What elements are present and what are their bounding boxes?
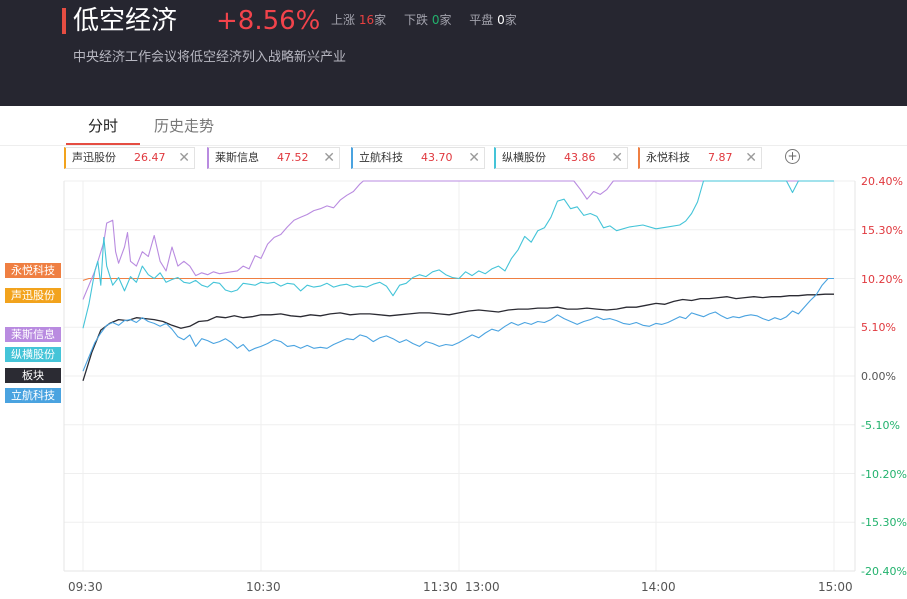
y-tick-label: 0.00% — [861, 370, 896, 383]
y-tick-label: 20.40% — [861, 175, 903, 188]
active-tab-underline — [66, 143, 140, 145]
y-tick-label: -5.10% — [861, 418, 900, 432]
stock-chip-name: 莱斯信息 — [215, 151, 259, 164]
y-tick-label: -10.20% — [861, 467, 907, 481]
series-side-label: 立航科技 — [5, 388, 61, 403]
series-line — [82, 180, 834, 300]
down-label: 下跌 — [403, 13, 428, 27]
close-icon[interactable]: ✕ — [611, 150, 623, 166]
title-accent-bar — [62, 8, 66, 34]
y-tick-label: 15.30% — [861, 223, 903, 237]
chart-series — [82, 180, 834, 381]
series-line — [82, 293, 834, 381]
series-side-label: 声迅股份 — [5, 288, 61, 303]
y-tick-label: -15.30% — [861, 516, 907, 530]
series-line — [82, 277, 834, 372]
x-tick-label: 14:00 — [641, 580, 676, 594]
close-icon[interactable]: ✕ — [178, 150, 190, 166]
sector-title: 低空经济 — [73, 6, 178, 36]
up-unit: 家 — [374, 13, 387, 27]
stock-chip-price: 43.86 — [564, 151, 596, 164]
stock-chip[interactable]: 声迅股份 26.47 ✕ — [64, 147, 195, 169]
down-count: 0 — [431, 13, 440, 27]
y-tick-label: 5.10% — [861, 321, 896, 335]
series-side-label: 永悦科技 — [5, 263, 61, 278]
sector-change-pct: +8.56% — [216, 6, 321, 36]
close-icon[interactable]: ✕ — [745, 150, 757, 166]
stock-chip-price: 47.52 — [277, 151, 309, 164]
stock-chip-price: 7.87 — [708, 151, 733, 164]
x-tick-label: 11:30 — [423, 580, 458, 594]
x-tick-label: 09:30 — [68, 580, 103, 594]
sector-subtitle: 中央经济工作会议将低空经济列入战略新兴产业 — [73, 50, 347, 65]
series-side-label: 莱斯信息 — [5, 327, 61, 342]
stock-chip-name: 声迅股份 — [72, 151, 116, 164]
tab-intraday[interactable]: 分时 — [88, 117, 119, 135]
tab-history[interactable]: 历史走势 — [154, 117, 215, 135]
up-label: 上涨 — [331, 13, 356, 27]
y-tick-label: -20.40% — [861, 565, 907, 578]
up-count: 16 — [358, 13, 375, 27]
stock-chip-name: 立航科技 — [359, 151, 403, 164]
add-stock-icon[interactable]: + — [785, 149, 800, 164]
stock-chip-name: 永悦科技 — [646, 151, 690, 164]
stock-chip[interactable]: 莱斯信息 47.52 ✕ — [207, 147, 340, 169]
header-bar — [0, 0, 907, 106]
close-icon[interactable]: ✕ — [468, 150, 480, 166]
stock-chip-price: 43.70 — [421, 151, 453, 164]
y-tick-label: 10.20% — [861, 272, 903, 286]
series-side-label: 纵横股份 — [5, 347, 61, 362]
down-unit: 家 — [439, 13, 452, 27]
flat-count: 0 — [497, 13, 505, 27]
series-side-label: 板块 — [5, 368, 61, 383]
x-tick-label: 10:30 — [246, 580, 281, 594]
stock-chip[interactable]: 立航科技 43.70 ✕ — [351, 147, 485, 169]
stock-chip[interactable]: 永悦科技 7.87 ✕ — [638, 147, 762, 169]
stock-chip[interactable]: 纵横股份 43.86 ✕ — [494, 147, 628, 169]
stock-chip-name: 纵横股份 — [502, 151, 546, 164]
series-line — [82, 277, 834, 281]
x-tick-label: 15:00 — [818, 580, 853, 594]
breadth-stats: 上涨 16家 下跌 0家 平盘 0家 — [331, 12, 531, 28]
tabs-divider — [0, 145, 907, 146]
close-icon[interactable]: ✕ — [323, 150, 335, 166]
flat-label: 平盘 — [469, 13, 494, 27]
series-line — [82, 180, 834, 329]
chart-grid — [63, 180, 856, 572]
flat-unit: 家 — [504, 13, 517, 27]
x-tick-label: 13:00 — [465, 580, 500, 594]
stock-chip-price: 26.47 — [134, 151, 166, 164]
